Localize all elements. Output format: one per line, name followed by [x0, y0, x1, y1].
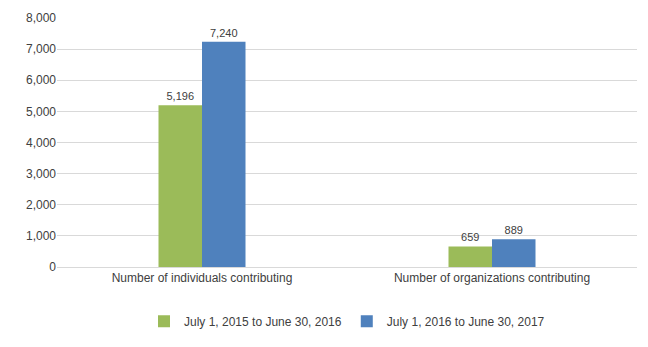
svg-text:5,196: 5,196 [166, 90, 194, 102]
svg-text:6,000: 6,000 [26, 73, 56, 87]
svg-text:7,240: 7,240 [210, 27, 238, 39]
svg-text:0: 0 [49, 260, 56, 274]
svg-text:July 1, 2016 to June 30, 2017: July 1, 2016 to June 30, 2017 [387, 315, 545, 329]
svg-text:659: 659 [461, 231, 479, 243]
svg-text:4,000: 4,000 [26, 136, 56, 150]
svg-text:889: 889 [505, 224, 523, 236]
svg-text:July 1, 2015 to June 30, 2016: July 1, 2015 to June 30, 2016 [184, 315, 342, 329]
svg-text:1,000: 1,000 [26, 229, 56, 243]
svg-text:8,000: 8,000 [26, 11, 56, 25]
svg-text:Number of individuals contribu: Number of individuals contributing [112, 271, 293, 285]
svg-text:7,000: 7,000 [26, 42, 56, 56]
svg-text:5,000: 5,000 [26, 105, 56, 119]
svg-text:2,000: 2,000 [26, 198, 56, 212]
svg-text:3,000: 3,000 [26, 167, 56, 181]
svg-text:Number of organizations contri: Number of organizations contributing [394, 271, 590, 285]
